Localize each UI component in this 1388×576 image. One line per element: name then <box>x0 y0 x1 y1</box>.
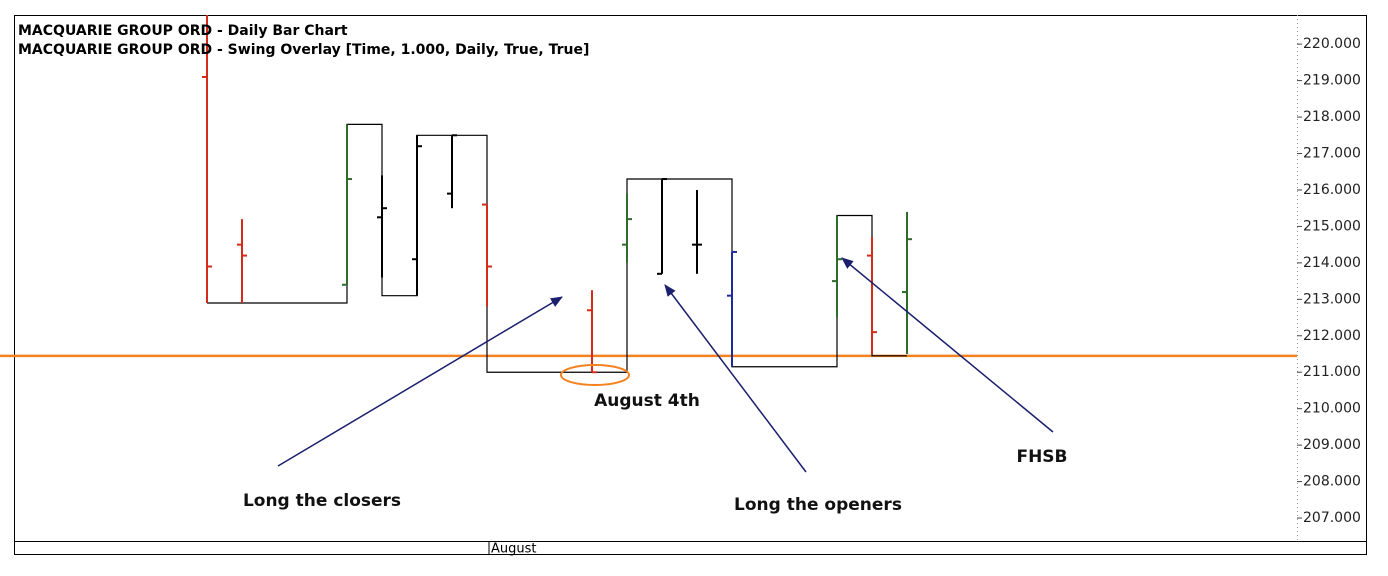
swing-overlay <box>207 123 907 373</box>
chart-subtitle: MACQUARIE GROUP ORD - Swing Overlay [Tim… <box>18 42 589 58</box>
y-tick-label: 207.000 <box>1303 510 1361 526</box>
annotation: August 4th <box>594 391 700 411</box>
y-tick-label: 218.000 <box>1303 109 1361 125</box>
y-tick-label: 212.000 <box>1303 328 1361 344</box>
arrow <box>277 296 563 467</box>
y-tick-label: 214.000 <box>1303 255 1361 271</box>
y-tick-label: 217.000 <box>1303 146 1361 162</box>
annotation: Long the closers <box>243 491 401 511</box>
y-tick-label: 219.000 <box>1303 73 1361 89</box>
chart-title: MACQUARIE GROUP ORD - Daily Bar Chart <box>18 23 348 39</box>
plot: 207.000 208.000 209.000 210.000 211.000 212.0… <box>0 15 1361 557</box>
y-tick-label: 211.000 <box>1303 364 1361 380</box>
y-tick-label: 213.000 <box>1303 291 1361 307</box>
y-tick-label: 210.000 <box>1303 401 1361 417</box>
frame <box>14 15 1367 555</box>
y-tick-label: 215.000 <box>1303 218 1361 234</box>
y-tick-label: 209.000 <box>1303 437 1361 453</box>
annotation: Long the openers <box>734 495 902 515</box>
arrow <box>841 257 1054 433</box>
arrow <box>664 284 807 473</box>
y-tick-label: 208.000 <box>1303 474 1361 490</box>
annotation: FHSB <box>1016 447 1067 467</box>
y-tick-label: 216.000 <box>1303 182 1361 198</box>
y-tick-label: 220.000 <box>1303 36 1361 52</box>
x-tick-label: August <box>491 542 537 557</box>
highlight-ellipse <box>560 364 630 386</box>
